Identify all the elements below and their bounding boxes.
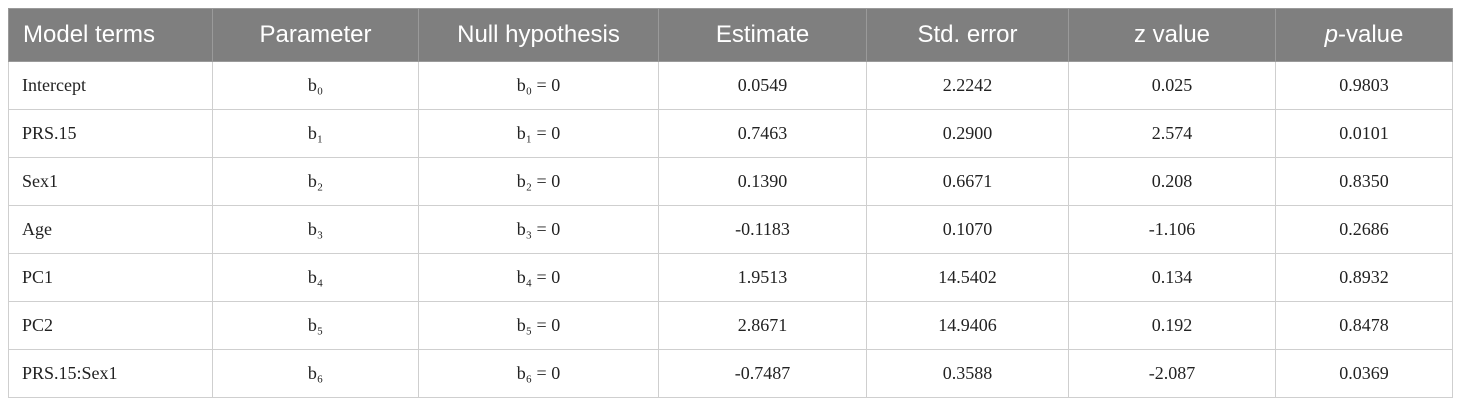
table-cell: 0.8932: [1275, 253, 1453, 302]
column-header: Estimate: [658, 8, 867, 62]
table-cell: 14.9406: [866, 301, 1069, 350]
table-cell: PC1: [8, 253, 213, 302]
table-row: PC1 b₄ b₄ = 0 1.9513 14.5402 0.134 0.8932: [8, 253, 1453, 302]
table-cell: 2.574: [1068, 109, 1276, 158]
table-cell: 0.134: [1068, 253, 1276, 302]
table-cell: b₁: [212, 109, 419, 158]
table-row: Sex1 b₂ b₂ = 0 0.1390 0.6671 0.208 0.8350: [8, 157, 1453, 206]
table-cell: 0.0549: [658, 61, 867, 110]
table-cell: b₂ = 0: [418, 157, 659, 206]
table-row: Intercept b₀ b₀ = 0 0.0549 2.2242 0.025 0.9803: [8, 61, 1453, 110]
table-cell: PC2: [8, 301, 213, 350]
table-cell: -0.7487: [658, 349, 867, 398]
table-cell: Intercept: [8, 61, 213, 110]
table-cell: -1.106: [1068, 205, 1276, 254]
table-cell: 1.9513: [658, 253, 867, 302]
table-row: PC2 b₅ b₅ = 0 2.8671 14.9406 0.192 0.8478: [8, 301, 1453, 350]
table-cell: Sex1: [8, 157, 213, 206]
table-cell: b₄: [212, 253, 419, 302]
column-header: p-value: [1275, 8, 1453, 62]
table-cell: b₃: [212, 205, 419, 254]
table-cell: b₄ = 0: [418, 253, 659, 302]
table-cell: b₆ = 0: [418, 349, 659, 398]
table-cell: 0.1070: [866, 205, 1069, 254]
table-cell: 2.8671: [658, 301, 867, 350]
table-cell: 0.208: [1068, 157, 1276, 206]
table-body: Intercept b₀ b₀ = 0 0.0549 2.2242 0.025 0.9803…: [8, 61, 1453, 398]
column-header: z value: [1068, 8, 1276, 62]
table-cell: 0.8478: [1275, 301, 1453, 350]
table-cell: 14.5402: [866, 253, 1069, 302]
table-cell: 0.9803: [1275, 61, 1453, 110]
table-row: Age b₃ b₃ = 0 -0.1183 0.1070 -1.106 0.2686: [8, 205, 1453, 254]
table-cell: 0.3588: [866, 349, 1069, 398]
table-cell: b₂: [212, 157, 419, 206]
table-row: PRS.15:Sex1 b₆ b₆ = 0 -0.7487 0.3588 -2.087 0.…: [8, 349, 1453, 398]
table-row: PRS.15 b₁ b₁ = 0 0.7463 0.2900 2.574 0.0101: [8, 109, 1453, 158]
header-italic: p: [1324, 21, 1338, 48]
table-cell: 0.7463: [658, 109, 867, 158]
table-cell: 0.8350: [1275, 157, 1453, 206]
table-cell: 0.2900: [866, 109, 1069, 158]
table-cell: 0.0369: [1275, 349, 1453, 398]
table-cell: PRS.15: [8, 109, 213, 158]
table-cell: PRS.15:Sex1: [8, 349, 213, 398]
table-cell: 0.2686: [1275, 205, 1453, 254]
table-cell: b₅ = 0: [418, 301, 659, 350]
table-cell: 0.1390: [658, 157, 867, 206]
column-header: Null hypothesis: [418, 8, 659, 62]
table-cell: b₆: [212, 349, 419, 398]
results-table: Model terms Parameter Null hypothesis Estim…: [8, 8, 1453, 398]
table-cell: 0.025: [1068, 61, 1276, 110]
table-cell: 0.192: [1068, 301, 1276, 350]
table-cell: 0.0101: [1275, 109, 1453, 158]
table-cell: -0.1183: [658, 205, 867, 254]
table-cell: -2.087: [1068, 349, 1276, 398]
column-header: Model terms: [8, 8, 213, 62]
column-header: Parameter: [212, 8, 419, 62]
table-cell: b₀ = 0: [418, 61, 659, 110]
header-row: Model terms Parameter Null hypothesis Estim…: [8, 8, 1453, 62]
table-cell: b₁ = 0: [418, 109, 659, 158]
table-cell: b₀: [212, 61, 419, 110]
table-cell: 0.6671: [866, 157, 1069, 206]
table-cell: 2.2242: [866, 61, 1069, 110]
table-cell: Age: [8, 205, 213, 254]
table-cell: b₃ = 0: [418, 205, 659, 254]
header-text: -value: [1337, 21, 1404, 48]
column-header: Std. error: [866, 8, 1069, 62]
table-cell: b₅: [212, 301, 419, 350]
